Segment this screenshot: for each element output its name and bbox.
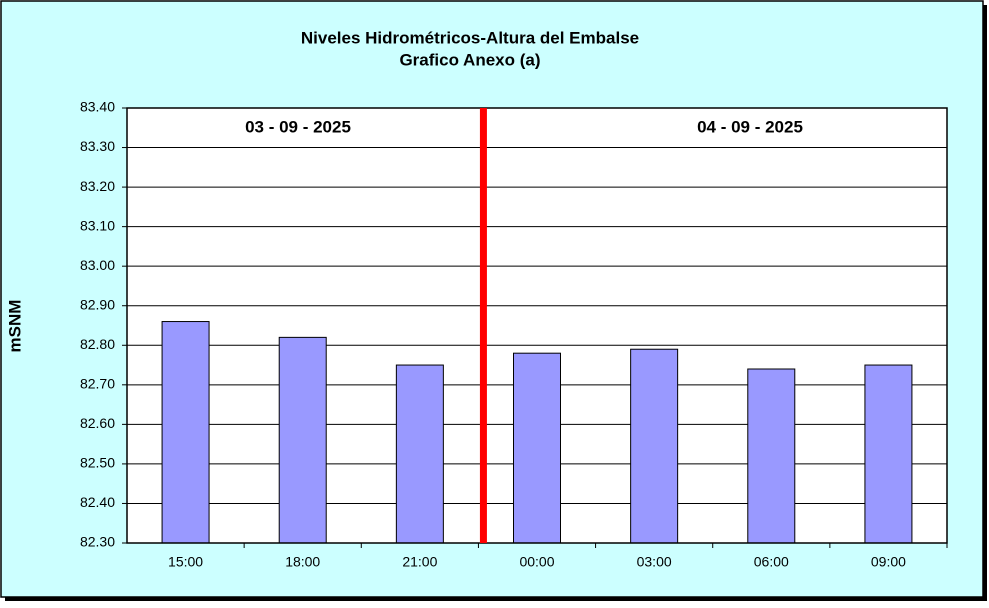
y-tick-label: 82.40: [80, 494, 115, 510]
x-tick-label: 18:00: [285, 554, 320, 570]
x-tick-label: 15:00: [168, 554, 203, 570]
chart-subtitle: Grafico Anexo (a): [399, 50, 540, 69]
bar: [864, 364, 913, 544]
bar: [747, 368, 796, 544]
bar: [278, 336, 327, 544]
bar: [630, 348, 679, 544]
bar: [395, 364, 444, 544]
y-tick-label: 83.30: [80, 138, 115, 154]
x-tick-label: 00:00: [519, 554, 554, 570]
x-tick-label: 03:00: [637, 554, 672, 570]
chart-title: Niveles Hidrométricos-Altura del Embalse: [301, 28, 639, 47]
annotation: 03 - 09 - 2025: [245, 117, 351, 136]
x-tick-label: 21:00: [402, 554, 437, 570]
annotation: 04 - 09 - 2025: [697, 117, 803, 136]
y-tick-label: 82.50: [80, 455, 115, 471]
y-tick-label: 82.60: [80, 415, 115, 431]
y-tick-label: 83.40: [80, 99, 115, 115]
x-tick-label: 06:00: [754, 554, 789, 570]
y-tick-label: 83.10: [80, 217, 115, 233]
bar: [161, 321, 210, 544]
plot-border: [126, 107, 948, 544]
y-tick-label: 83.00: [80, 257, 115, 273]
y-tick-label: 82.30: [80, 534, 115, 550]
x-tick-label: 09:00: [871, 554, 906, 570]
y-axis-label: mSNM: [5, 300, 24, 353]
y-tick-label: 83.20: [80, 178, 115, 194]
bar: [513, 352, 561, 544]
y-tick-label: 82.90: [80, 296, 115, 312]
y-tick-label: 82.70: [80, 376, 115, 392]
y-tick-label: 82.80: [80, 336, 115, 352]
